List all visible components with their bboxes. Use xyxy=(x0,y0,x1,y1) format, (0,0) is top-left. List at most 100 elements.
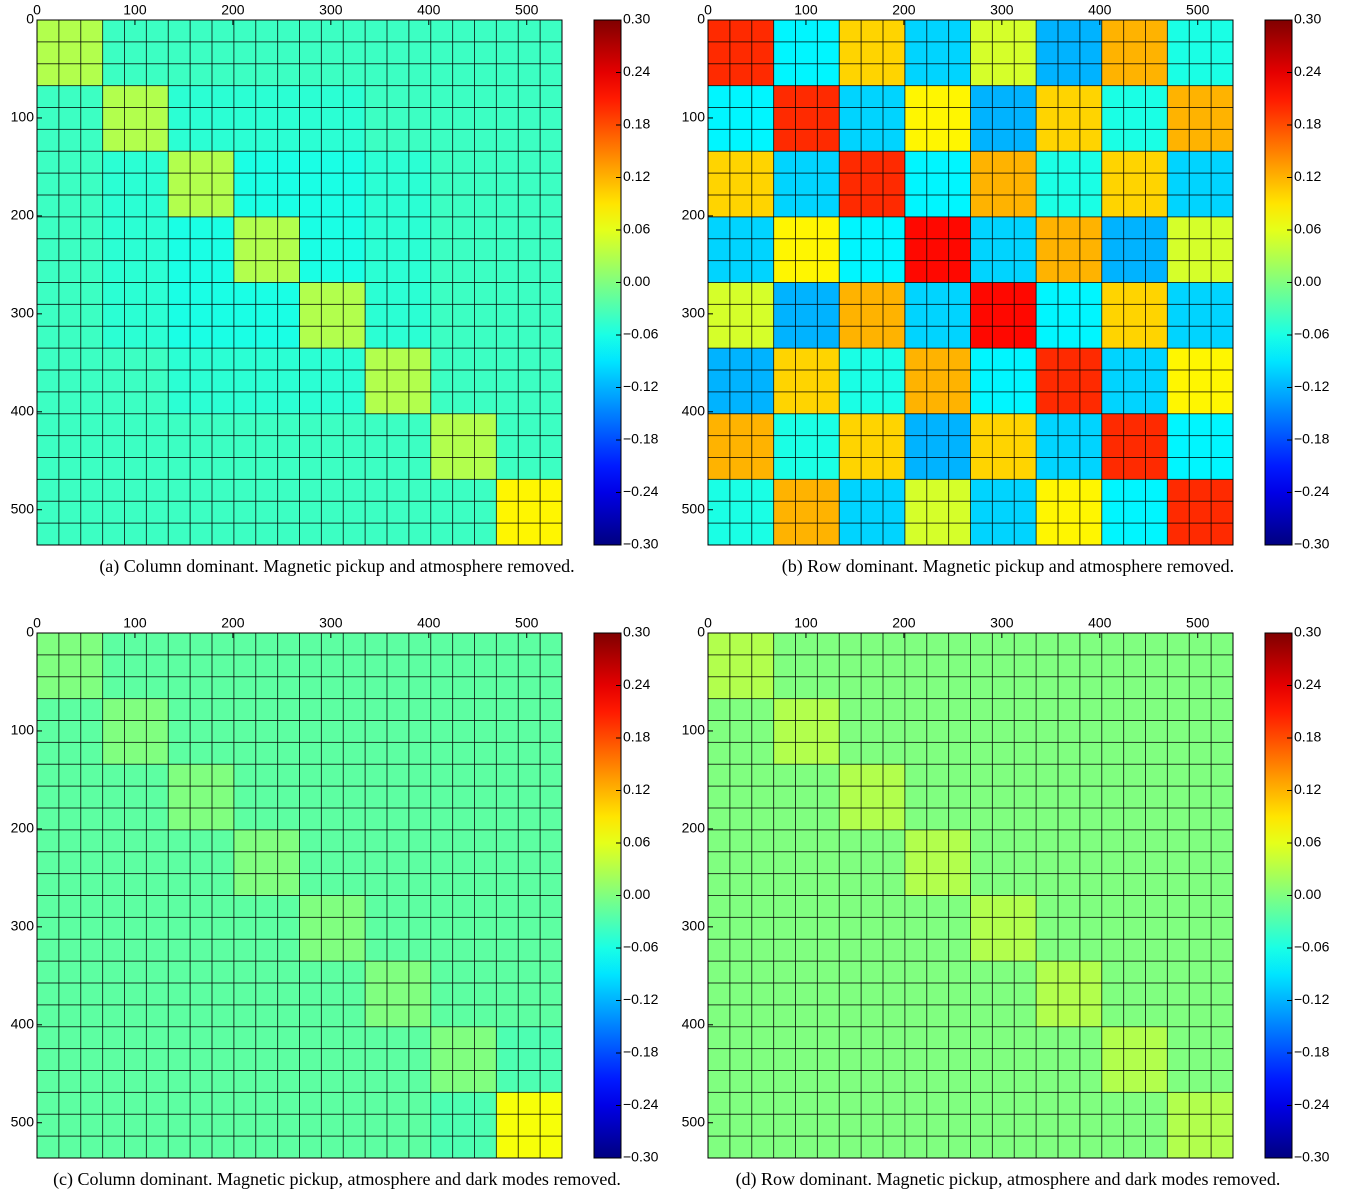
heatmap-cell xyxy=(839,20,906,87)
heatmap-cell xyxy=(365,20,432,87)
heatmap-cell xyxy=(299,764,366,831)
heatmap-cell xyxy=(365,413,432,480)
heatmap-cell xyxy=(102,479,169,546)
x-tick-label: 500 xyxy=(515,2,539,18)
heatmap-cell xyxy=(904,20,971,87)
caption: (b) Row dominant. Magnetic pickup and at… xyxy=(782,556,1234,577)
heatmap-cell xyxy=(708,829,775,896)
heatmap-cell xyxy=(102,282,169,349)
x-tick-label: 400 xyxy=(417,2,441,18)
heatmap-cell xyxy=(708,961,775,1028)
heatmap-cell xyxy=(233,85,300,152)
heatmap-cell xyxy=(233,282,300,349)
heatmap-cell xyxy=(970,829,1037,896)
y-tick-label: 0 xyxy=(26,624,34,640)
heatmap-cell xyxy=(773,829,840,896)
heatmap-cell xyxy=(102,348,169,415)
heatmap-cell xyxy=(365,85,432,152)
heatmap-cell xyxy=(839,1092,906,1159)
x-tick-label: 500 xyxy=(515,615,539,631)
heatmap-cell xyxy=(970,20,1037,87)
heatmap-cell xyxy=(773,216,840,283)
heatmap-cell xyxy=(365,151,432,218)
heatmap-cell xyxy=(1036,1092,1103,1159)
heatmap-cell xyxy=(299,895,366,962)
colorbar-tick-label: −0.30 xyxy=(623,536,659,552)
colorbar-tick-label: 0.00 xyxy=(623,886,650,902)
colorbar-tick-label: 0.30 xyxy=(623,11,650,27)
heatmap-cell xyxy=(970,85,1037,152)
heatmap-cell xyxy=(168,20,235,87)
heatmap-cell xyxy=(496,895,563,962)
colorbar-tick-label: −0.24 xyxy=(1294,1096,1330,1112)
heatmap-cell xyxy=(233,829,300,896)
heatmap-cell xyxy=(430,961,497,1028)
colorbar-tick-label: −0.24 xyxy=(623,483,659,499)
x-tick-label: 200 xyxy=(892,2,916,18)
heatmap-cell xyxy=(904,348,971,415)
heatmap-cell xyxy=(430,633,497,700)
heatmap-cell xyxy=(496,413,563,480)
colorbar-tick-label: −0.24 xyxy=(623,1096,659,1112)
heatmap-cell xyxy=(1167,633,1234,700)
heatmap-cell xyxy=(365,1026,432,1093)
heatmap-cell xyxy=(839,282,906,349)
heatmap-cell xyxy=(496,85,563,152)
colorbar-tick-label: −0.06 xyxy=(623,326,659,342)
heatmap-cell xyxy=(708,85,775,152)
heatmap-cell xyxy=(430,829,497,896)
heatmap-cell xyxy=(168,216,235,283)
colorbar-tick-label: 0.30 xyxy=(623,624,650,640)
y-tick-label: 300 xyxy=(682,918,706,934)
heatmap-cell xyxy=(773,479,840,546)
colorbar-tick-label: −0.18 xyxy=(1294,431,1330,447)
heatmap-cell xyxy=(168,961,235,1028)
colorbar-tick-label: 0.06 xyxy=(623,834,650,850)
heatmap-cell xyxy=(365,829,432,896)
colorbar-tick-label: −0.12 xyxy=(1294,991,1330,1007)
heatmap-cell xyxy=(233,216,300,283)
heatmap-cell xyxy=(1036,961,1103,1028)
heatmap-cell xyxy=(168,829,235,896)
heatmap-cell xyxy=(1101,1026,1168,1093)
heatmap-cell xyxy=(233,895,300,962)
colorbar-tick-label: 0.12 xyxy=(623,781,650,797)
colorbar-tick-label: 0.24 xyxy=(1294,676,1321,692)
heatmap-cell xyxy=(233,20,300,87)
heatmap-cell xyxy=(708,895,775,962)
heatmap-cell xyxy=(904,85,971,152)
heatmap-cell xyxy=(1101,1092,1168,1159)
colorbar-tick-label: 0.00 xyxy=(623,273,650,289)
heatmap-cell xyxy=(1167,85,1234,152)
heatmap-cell xyxy=(1101,698,1168,765)
heatmap-cell xyxy=(1167,348,1234,415)
heatmap-cell xyxy=(102,829,169,896)
heatmap-cell xyxy=(430,85,497,152)
heatmap-cell xyxy=(233,961,300,1028)
heatmap-cell xyxy=(1167,1092,1234,1159)
heatmap-cell xyxy=(970,151,1037,218)
heatmap-cell xyxy=(496,633,563,700)
heatmap-cell xyxy=(233,633,300,700)
caption: (d) Row dominant. Magnetic pickup, atmos… xyxy=(736,1169,1281,1190)
heatmap-cell xyxy=(904,1026,971,1093)
plot-frame xyxy=(707,632,1234,1159)
heatmap-cell xyxy=(496,282,563,349)
colorbar-tick-label: −0.18 xyxy=(623,1044,659,1060)
heatmap-cell xyxy=(299,698,366,765)
heatmap-cell xyxy=(708,479,775,546)
heatmap-cell xyxy=(299,348,366,415)
heatmap-cell xyxy=(904,216,971,283)
heatmap-cell xyxy=(839,1026,906,1093)
x-tick-label: 400 xyxy=(417,615,441,631)
x-tick-label: 100 xyxy=(794,2,818,18)
colorbar-tick-label: −0.06 xyxy=(623,939,659,955)
heatmap-cell xyxy=(37,961,104,1028)
heatmap-cell xyxy=(1036,698,1103,765)
heatmap-cell xyxy=(708,764,775,831)
heatmap-cell xyxy=(1167,413,1234,480)
y-tick-label: 0 xyxy=(697,624,705,640)
heatmap-cell xyxy=(904,413,971,480)
heatmap-cell xyxy=(1167,829,1234,896)
heatmap-cell xyxy=(168,479,235,546)
